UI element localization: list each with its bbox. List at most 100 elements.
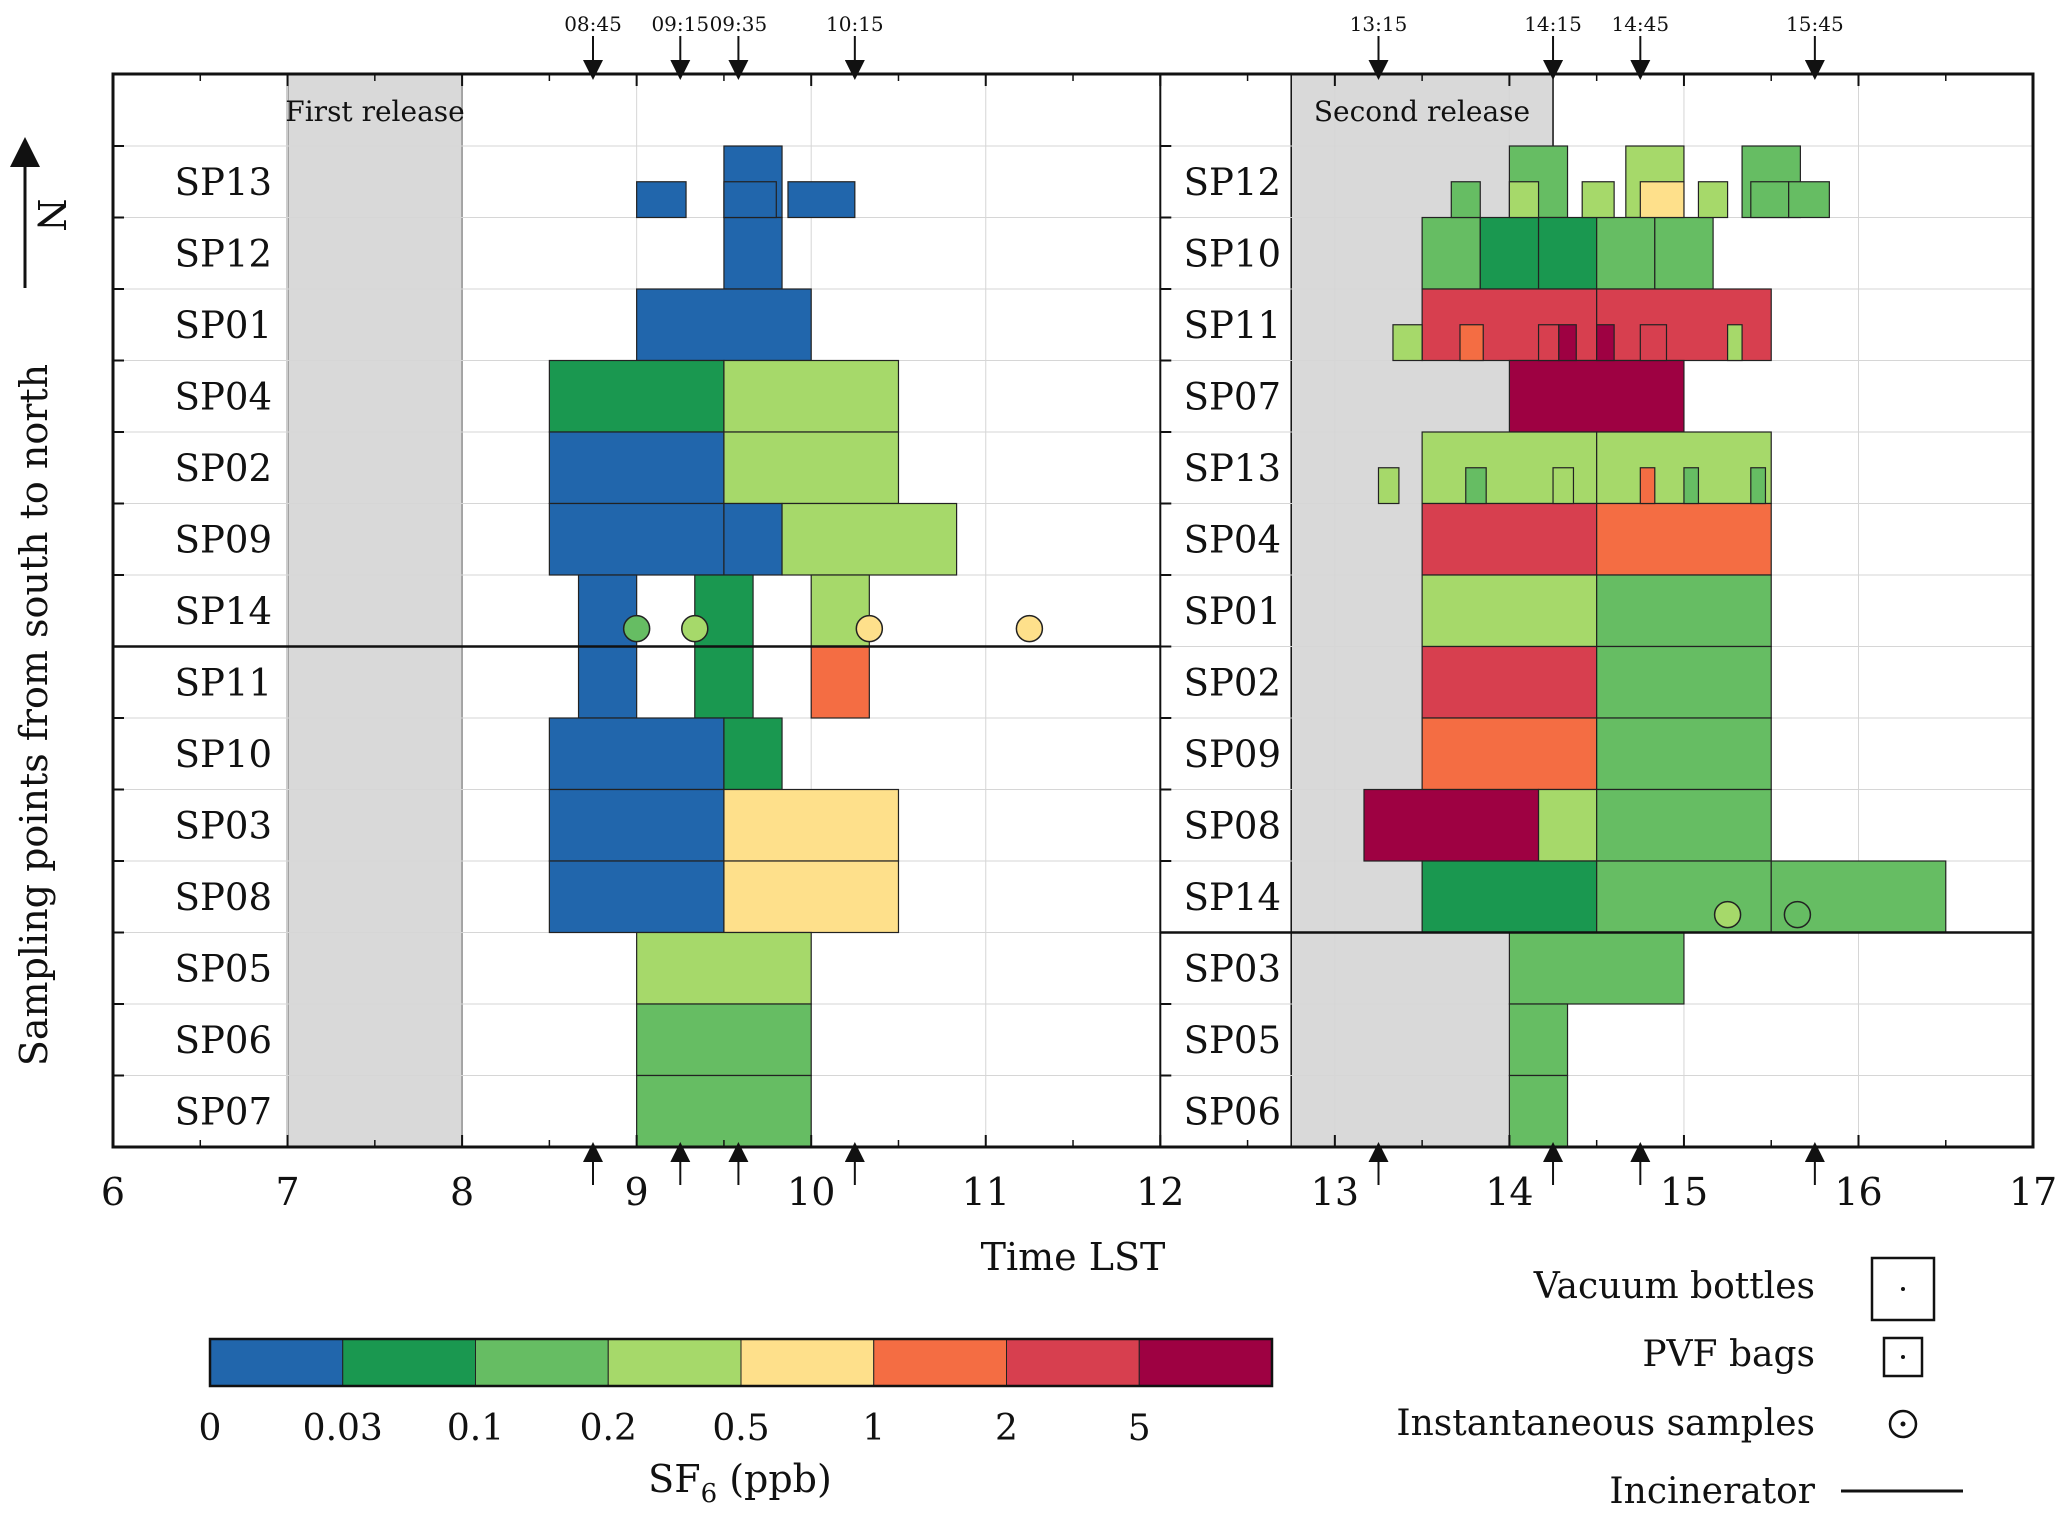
row-label-sp04: SP04 bbox=[175, 375, 272, 418]
colorbar-tick-label: 0.5 bbox=[712, 1408, 769, 1449]
vacuum-sample-bar bbox=[548, 860, 725, 934]
colorbar-tick-label: 5 bbox=[1128, 1408, 1151, 1449]
incinerator-lines bbox=[113, 645, 2034, 934]
legend-instant-label: Instantaneous samples bbox=[1396, 1403, 1815, 1444]
colorbar-title-sub: 6 bbox=[701, 1479, 718, 1509]
colorbar-tick-label: 0 bbox=[199, 1408, 222, 1449]
legend-vacuum-symbol bbox=[1870, 1256, 1936, 1322]
vacuum-sample-bar bbox=[723, 431, 900, 505]
time-marker-label: 09:15 bbox=[651, 12, 709, 36]
row-label-sp13: SP13 bbox=[1184, 447, 1281, 490]
colorbar-segment bbox=[1006, 1338, 1140, 1387]
vacuum-sample-bar bbox=[1479, 216, 1540, 290]
legend-instant-dot bbox=[1900, 1421, 1906, 1427]
pvf-bag-sample bbox=[1450, 181, 1481, 219]
vacuum-sample-bar bbox=[1596, 860, 1772, 934]
vacuum-sample-bar bbox=[1596, 502, 1772, 576]
vacuum-sample-bar bbox=[1363, 788, 1540, 862]
colorbar-segment bbox=[740, 1338, 875, 1387]
vacuum-sample-bar bbox=[1537, 788, 1598, 862]
pvf-bag-samples bbox=[636, 181, 1830, 505]
pvf-bag-sample bbox=[1639, 467, 1656, 505]
time-marker-label: 14:15 bbox=[1524, 12, 1582, 36]
colorbar-title-sf: SF bbox=[648, 1457, 700, 1501]
pvf-bag-sample bbox=[787, 181, 856, 219]
instantaneous-sample bbox=[1015, 614, 1044, 643]
time-marker-label: 08:45 bbox=[564, 12, 622, 36]
colorbar-tick-label: 0.1 bbox=[447, 1408, 504, 1449]
axis-ticks: 6 7 8 9 10 11 12 13 14 15 16 17 08:45 09:15 09:35 10:15… bbox=[101, 12, 2057, 1214]
colorbar-tick-label: 1 bbox=[862, 1408, 885, 1449]
row-label-sp12: SP12 bbox=[175, 232, 272, 275]
north-label: N bbox=[29, 198, 73, 231]
sample-bars bbox=[548, 145, 1947, 1148]
x-tick-label: 13 bbox=[1311, 1170, 1359, 1214]
row-label-sp05: SP05 bbox=[1184, 1019, 1281, 1062]
colorbar-title-unit: (ppb) bbox=[717, 1457, 832, 1501]
vacuum-sample-bar bbox=[1596, 288, 1772, 362]
legend-pvf-label: PVF bags bbox=[1642, 1334, 1815, 1375]
vacuum-sample-bar bbox=[1421, 645, 1598, 719]
row-label-sp08: SP08 bbox=[1184, 804, 1281, 847]
vacuum-sample-bar bbox=[548, 359, 725, 433]
vacuum-sample-bar bbox=[723, 216, 783, 290]
colorbar-segment bbox=[1138, 1338, 1273, 1387]
plot-frame bbox=[111, 72, 2035, 1149]
colorbar-frame bbox=[208, 1337, 1274, 1388]
colorbar-segment bbox=[607, 1338, 742, 1387]
pvf-bag-sample bbox=[1581, 181, 1615, 219]
row-label-sp14: SP14 bbox=[1184, 876, 1281, 919]
vacuum-sample-bar bbox=[548, 502, 725, 576]
pvf-bag-sample bbox=[1683, 467, 1700, 505]
second-release-label: Second release bbox=[1314, 95, 1530, 128]
x-tick-label: 7 bbox=[275, 1170, 299, 1214]
vacuum-sample-bar bbox=[577, 645, 638, 719]
pvf-bag-sample bbox=[1377, 467, 1400, 505]
vacuum-sample-bar bbox=[1508, 931, 1685, 1005]
pvf-bag-sample bbox=[1639, 324, 1668, 362]
x-tick-label: 6 bbox=[101, 1170, 125, 1214]
pvf-bag-sample bbox=[1788, 181, 1830, 219]
vacuum-sample-bar bbox=[1508, 1074, 1569, 1148]
vacuum-sample-bar bbox=[723, 788, 900, 862]
instantaneous-samples bbox=[622, 614, 1812, 929]
vacuum-sample-bar bbox=[1508, 359, 1685, 433]
pvf-bag-sample bbox=[1508, 181, 1540, 219]
release-band-1 bbox=[286, 73, 463, 1148]
vacuum-sample-bar bbox=[1596, 216, 1656, 290]
row-label-sp08: SP08 bbox=[175, 876, 272, 919]
vacuum-sample-bar bbox=[1596, 574, 1772, 648]
vacuum-sample-bar bbox=[1654, 216, 1714, 290]
time-marker-label: 10:15 bbox=[826, 12, 884, 36]
vacuum-sample-bar bbox=[810, 645, 870, 719]
row-label-sp12: SP12 bbox=[1184, 161, 1281, 204]
x-tick-label: 16 bbox=[1834, 1170, 1882, 1214]
vacuum-sample-bar bbox=[1596, 645, 1772, 719]
pvf-bag-sample bbox=[1465, 467, 1487, 505]
pvf-bag-sample bbox=[1697, 181, 1729, 219]
row-label-sp02: SP02 bbox=[175, 447, 272, 490]
x-tick-label: 12 bbox=[1136, 1170, 1184, 1214]
pvf-bag-sample bbox=[1750, 467, 1767, 505]
row-labels: SP13 SP12 SP01 SP04 SP02 SP09 SP14 SP11 SP10 SP03… bbox=[175, 161, 1281, 1134]
pvf-bag-sample bbox=[1726, 324, 1743, 362]
pvf-bag-sample bbox=[1552, 467, 1575, 505]
vacuum-sample-bar bbox=[723, 860, 900, 934]
vacuum-sample-bar bbox=[1537, 216, 1598, 290]
vacuum-sample-bar bbox=[636, 931, 812, 1005]
pvf-bag-sample bbox=[1537, 324, 1560, 362]
instantaneous-sample bbox=[855, 614, 884, 643]
x-tick-label: 9 bbox=[625, 1170, 649, 1214]
vacuum-sample-bar bbox=[781, 502, 958, 576]
legend-pvf-dot bbox=[1901, 1355, 1905, 1359]
instantaneous-sample bbox=[1713, 900, 1742, 929]
legend: Vacuum bottles PVF bags Instantaneous sa… bbox=[1396, 1256, 1963, 1512]
row-label-sp06: SP06 bbox=[1184, 1090, 1281, 1133]
x-tick-label: 8 bbox=[450, 1170, 474, 1214]
pvf-bag-sample bbox=[1750, 181, 1790, 219]
legend-incinerator-label: Incinerator bbox=[1609, 1471, 1815, 1512]
x-tick-label: 17 bbox=[2009, 1170, 2057, 1214]
vacuum-sample-bar bbox=[1596, 788, 1772, 862]
legend-pvf-symbol bbox=[1882, 1336, 1924, 1378]
